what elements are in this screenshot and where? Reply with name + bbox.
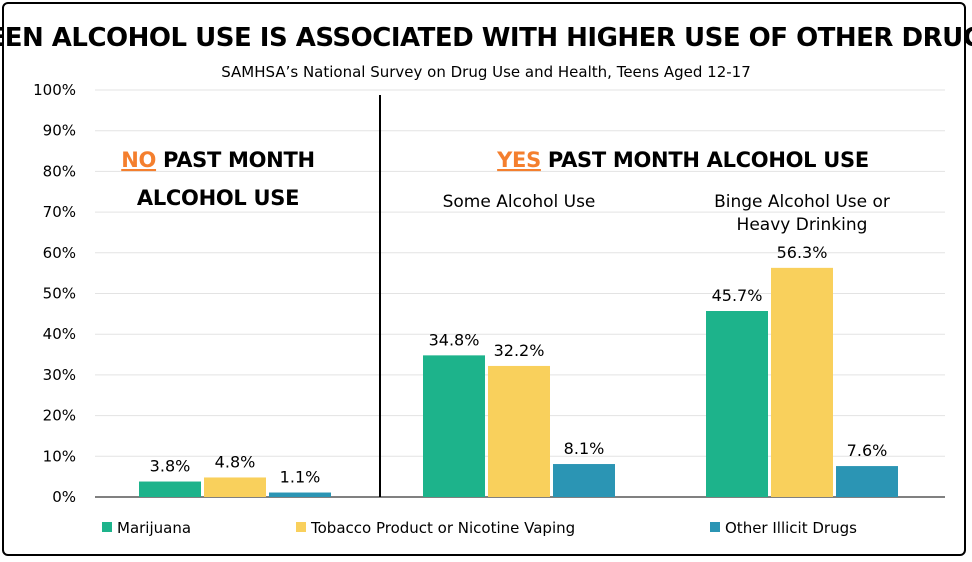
bar-tobacco-product-or-nicotine-vaping [488, 365, 550, 497]
value-label: 4.8% [215, 452, 256, 471]
bar-marijuana [139, 481, 201, 497]
y-tick-label: 90% [43, 122, 76, 140]
group-labels: Some Alcohol Use Binge Alcohol Use or Heav… [443, 192, 890, 235]
group-label: Heavy Drinking [737, 215, 868, 235]
chart-title: TEEN ALCOHOL USE IS ASSOCIATED WITH HIGH… [0, 23, 972, 53]
no-panel-heading-line2: ALCOHOL USE [137, 186, 299, 210]
no-heading-rest: PAST MONTH [156, 148, 315, 172]
y-tick-label: 60% [43, 244, 76, 262]
bar-other-illicit-drugs [553, 464, 615, 497]
legend-label: Marijuana [117, 519, 191, 537]
no-panel-heading: NO PAST MONTH [121, 148, 315, 172]
value-label: 8.1% [564, 439, 605, 458]
legend-swatch [102, 522, 112, 532]
y-tick-label: 70% [43, 203, 76, 221]
value-label: 34.8% [429, 330, 480, 349]
y-tick-label: 0% [52, 488, 76, 506]
value-label: 56.3% [777, 243, 828, 262]
y-tick-label: 30% [43, 366, 76, 384]
value-label: 1.1% [280, 468, 321, 487]
yes-heading-rest: PAST MONTH ALCOHOL USE [541, 148, 869, 172]
group-label: Some Alcohol Use [443, 192, 596, 212]
value-label: 32.2% [494, 341, 545, 360]
bar-tobacco-product-or-nicotine-vaping [204, 477, 266, 497]
y-tick-label: 80% [43, 162, 76, 180]
group-label: Binge Alcohol Use or [714, 192, 890, 212]
legend: Marijuana Tobacco Product or Nicotine Vap… [102, 519, 857, 537]
bar-tobacco-product-or-nicotine-vaping [771, 267, 833, 497]
bar-other-illicit-drugs [269, 492, 331, 497]
y-tick-label: 50% [43, 285, 76, 303]
yes-panel-heading: YES PAST MONTH ALCOHOL USE [496, 148, 869, 172]
yes-highlight: YES [496, 148, 541, 172]
bar-marijuana [423, 355, 485, 497]
bar-marijuana [706, 311, 768, 497]
chart-subtitle: SAMHSA’s National Survey on Drug Use and… [221, 63, 751, 81]
bars [139, 267, 898, 497]
y-tick-label: 20% [43, 407, 76, 425]
legend-label: Other Illicit Drugs [725, 519, 857, 537]
y-tick-label: 100% [33, 81, 76, 99]
bar-other-illicit-drugs [836, 466, 898, 497]
y-axis-ticks: 0% 10% 20% 30% 40% 50% 60% 70% 80% 90% 100% [33, 81, 76, 506]
legend-swatch [710, 522, 720, 532]
legend-label: Tobacco Product or Nicotine Vaping [310, 519, 575, 537]
legend-swatch [296, 522, 306, 532]
value-label: 45.7% [712, 286, 763, 305]
value-label: 7.6% [847, 441, 888, 460]
no-highlight: NO [121, 148, 156, 172]
y-tick-label: 10% [43, 447, 76, 465]
value-labels: 3.8% 4.8% 1.1% 34.8% 32.2% 8.1% 45.7% 56.3% 7.6% [150, 243, 888, 487]
value-label: 3.8% [150, 457, 191, 476]
y-tick-label: 40% [43, 325, 76, 343]
